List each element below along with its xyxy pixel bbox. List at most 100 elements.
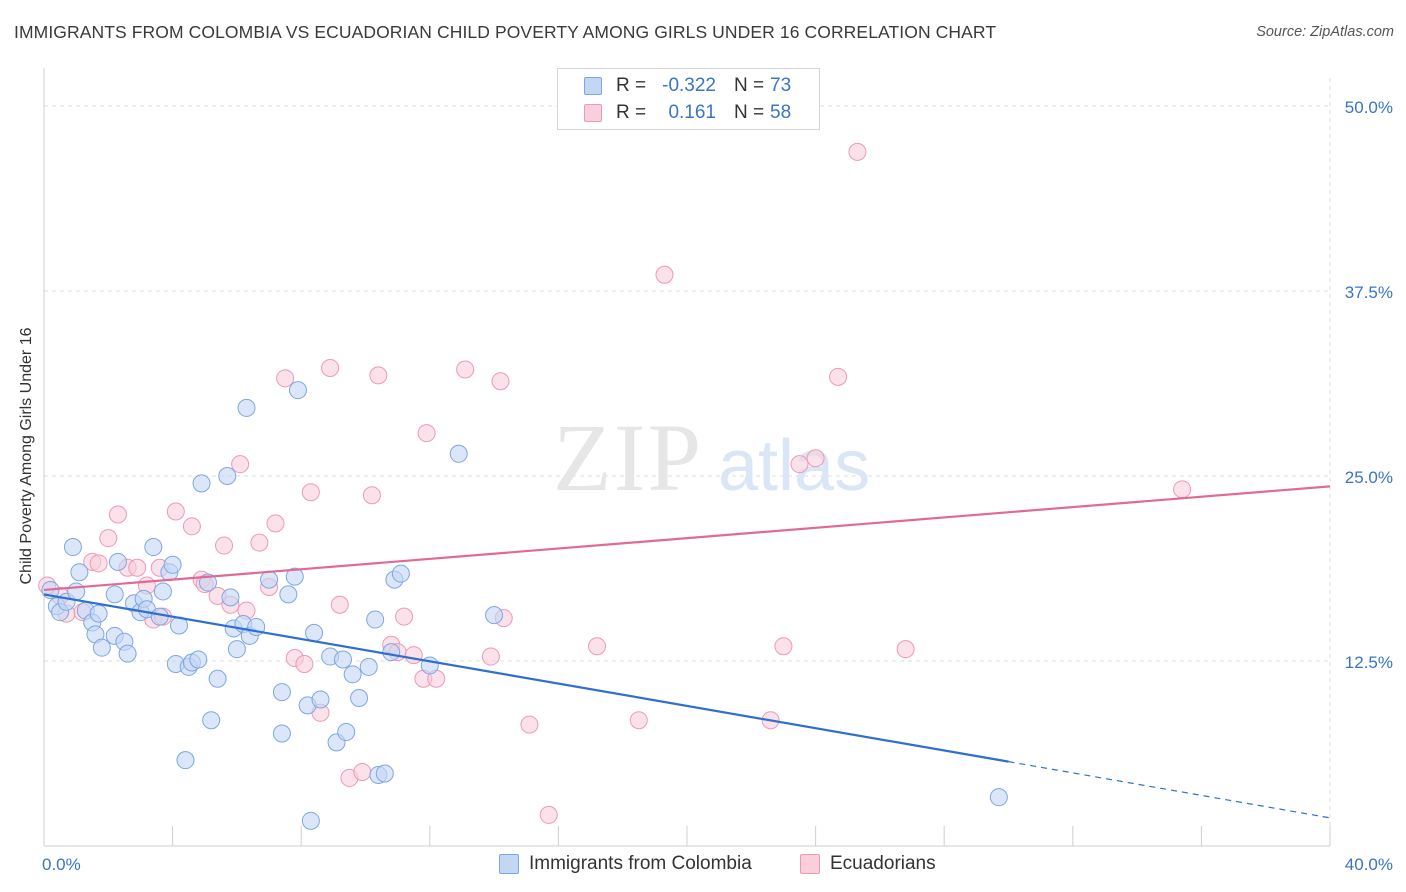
n-value: 58 xyxy=(770,102,792,123)
y-tick-label: 50.0% xyxy=(1345,98,1393,117)
point-colombia xyxy=(272,683,291,702)
point-ecuadorians xyxy=(182,517,201,536)
point-colombia xyxy=(375,764,394,783)
point-ecuadorians xyxy=(829,367,848,386)
point-ecuadorians xyxy=(321,358,340,377)
r-label: R = xyxy=(616,102,647,123)
point-colombia xyxy=(227,640,246,659)
point-ecuadorians xyxy=(629,711,648,730)
point-colombia xyxy=(391,564,410,583)
point-colombia xyxy=(382,643,401,662)
point-colombia xyxy=(218,467,237,485)
point-colombia xyxy=(305,623,324,642)
point-colombia xyxy=(70,563,89,582)
point-ecuadorians xyxy=(166,502,185,521)
trend-line-colombia-extrapolated xyxy=(1008,761,1331,819)
point-colombia xyxy=(221,588,240,607)
point-colombia xyxy=(192,474,211,493)
point-colombia xyxy=(366,610,385,629)
point-colombia xyxy=(337,723,356,742)
r-value: 0.161 xyxy=(668,102,716,123)
point-ecuadorians xyxy=(395,607,414,626)
point-ecuadorians xyxy=(295,654,314,673)
point-colombia xyxy=(350,689,369,707)
n-label: N = xyxy=(734,102,765,123)
point-colombia xyxy=(301,811,320,830)
point-colombia xyxy=(144,538,163,557)
r-label: R = xyxy=(616,75,647,96)
point-colombia xyxy=(359,657,378,676)
point-ecuadorians xyxy=(330,595,349,614)
n-label: N = xyxy=(734,75,765,96)
legend-label-colombia: Immigrants from Colombia xyxy=(529,853,752,874)
point-colombia xyxy=(449,444,468,463)
point-colombia xyxy=(237,398,256,417)
point-colombia xyxy=(89,604,108,623)
chart-title: IMMIGRANTS FROM COLOMBIA VS ECUADORIAN C… xyxy=(14,22,997,42)
point-colombia xyxy=(198,573,217,592)
point-ecuadorians xyxy=(301,483,320,502)
point-colombia xyxy=(163,555,182,574)
point-colombia xyxy=(272,724,291,743)
trend-line-colombia xyxy=(43,593,1009,763)
legend-label-ecuadorians: Ecuadorians xyxy=(830,853,936,874)
source-label: Source: ZipAtlas.com xyxy=(1256,24,1394,40)
point-colombia xyxy=(176,751,195,770)
point-ecuadorians xyxy=(896,640,915,659)
point-colombia xyxy=(288,381,307,400)
point-colombia xyxy=(989,788,1008,807)
point-ecuadorians xyxy=(491,372,510,391)
point-ecuadorians xyxy=(108,505,127,524)
point-colombia xyxy=(485,606,504,625)
point-ecuadorians xyxy=(276,369,295,388)
trend-line-ecuadorians xyxy=(43,485,1331,592)
series-colombia xyxy=(41,381,1008,830)
n-value: 73 xyxy=(770,75,792,96)
point-colombia xyxy=(153,582,172,601)
axes xyxy=(43,68,1331,847)
point-colombia xyxy=(208,669,227,688)
point-ecuadorians xyxy=(520,715,539,734)
correlation-legend: R = -0.322 N = 73 R = 0.161 N = 58 xyxy=(557,68,820,130)
point-colombia xyxy=(189,650,208,669)
point-ecuadorians xyxy=(128,558,147,577)
r-value: -0.322 xyxy=(662,75,716,96)
legend-swatch-ecuadorians xyxy=(584,104,602,122)
x-tick-label: 40.0% xyxy=(1345,855,1393,874)
point-colombia xyxy=(63,538,82,557)
point-ecuadorians xyxy=(215,536,234,555)
point-ecuadorians xyxy=(250,533,269,552)
point-ecuadorians xyxy=(790,455,809,474)
point-colombia xyxy=(105,585,124,604)
point-ecuadorians xyxy=(1173,480,1192,499)
point-ecuadorians xyxy=(417,424,436,443)
series-legend: Immigrants from Colombia Ecuadorians xyxy=(0,852,1406,878)
y-tick-label: 25.0% xyxy=(1345,468,1393,487)
point-colombia xyxy=(279,585,298,604)
point-ecuadorians xyxy=(266,514,285,533)
watermark-zip: ZIP xyxy=(553,404,703,511)
x-tick-label: 0.0% xyxy=(42,855,81,874)
point-ecuadorians xyxy=(587,637,606,656)
point-ecuadorians xyxy=(362,486,381,505)
point-ecuadorians xyxy=(369,366,388,385)
point-colombia xyxy=(67,582,86,601)
point-ecuadorians xyxy=(481,647,500,666)
point-colombia xyxy=(333,650,352,669)
point-ecuadorians xyxy=(353,763,372,781)
point-colombia xyxy=(118,644,137,663)
point-colombia xyxy=(260,570,279,589)
point-ecuadorians xyxy=(848,142,867,161)
legend-swatch-colombia xyxy=(499,854,519,874)
point-ecuadorians xyxy=(806,449,825,468)
point-ecuadorians xyxy=(456,360,475,379)
point-ecuadorians xyxy=(539,805,558,824)
point-ecuadorians xyxy=(655,265,674,284)
y-tick-label: 37.5% xyxy=(1345,283,1393,302)
y-tick-label: 12.5% xyxy=(1345,653,1393,672)
point-ecuadorians xyxy=(774,637,793,656)
point-colombia xyxy=(343,665,362,684)
tick-labels: 12.5% 25.0% 37.5% 50.0% 0.0% 40.0% xyxy=(42,98,1393,874)
legend-row-colombia: R = -0.322 N = 73 xyxy=(558,73,819,99)
